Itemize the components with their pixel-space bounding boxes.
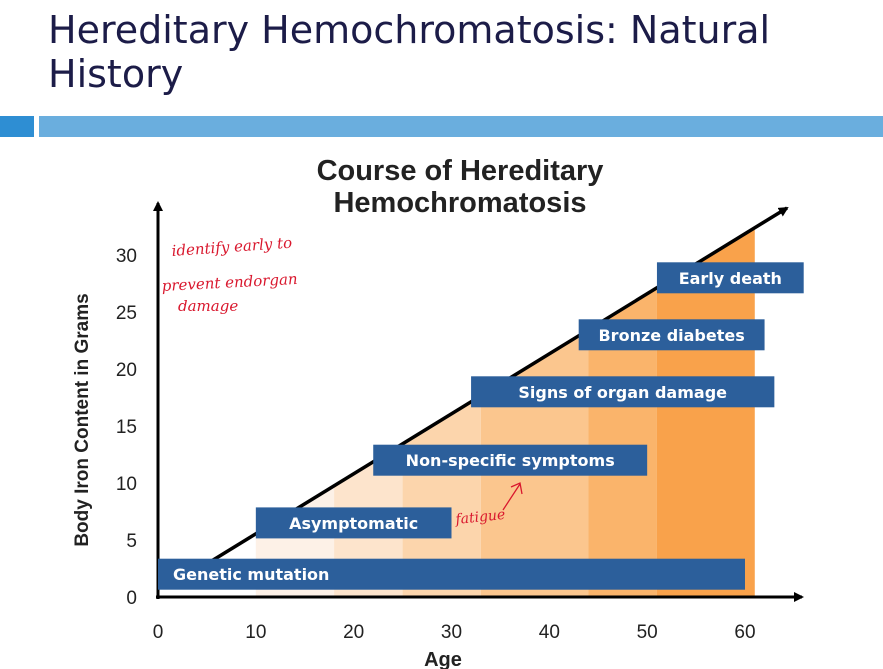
note-line1: identify early to <box>171 234 293 260</box>
x-tick-label: 0 <box>153 622 164 643</box>
stage-box-bg <box>158 558 745 590</box>
stage-label: Early death <box>679 269 782 288</box>
stage-box-bg <box>255 507 452 539</box>
stage-label: Signs of organ damage <box>518 383 727 402</box>
stage-box: Non-specific symptoms <box>373 444 648 476</box>
y-tick-label: 15 <box>116 417 137 438</box>
y-tick-labels: 0 5 10 15 20 25 30 <box>116 246 137 609</box>
x-tick-label: 40 <box>539 622 560 643</box>
slide-title: Hereditary Hemochromatosis: Natural Hist… <box>48 8 771 96</box>
x-tick-labels: 0 10 20 30 40 50 60 <box>153 622 756 643</box>
x-axis-label: Age <box>424 649 462 669</box>
y-tick-label: 5 <box>126 531 137 552</box>
y-tick-label: 20 <box>116 360 137 381</box>
stage-label: Bronze diabetes <box>598 326 744 345</box>
fatigue-text: fatigue <box>454 507 506 528</box>
course-diagram: Course of Hereditary Hemochromatosis 0 5 1… <box>72 155 804 669</box>
stage-box: Signs of organ damage <box>471 376 775 408</box>
y-axis-label: Body Iron Content in Grams <box>72 293 93 546</box>
y-tick-label: 10 <box>116 474 137 495</box>
title-accent-bar-left <box>0 116 34 137</box>
handwritten-note: identify early to prevent endorgan damag… <box>161 234 298 315</box>
title-accent-bar-right <box>39 116 883 137</box>
y-tick-label: 0 <box>126 588 137 609</box>
stage-label: Asymptomatic <box>289 514 418 533</box>
stage-box-bg <box>656 262 804 294</box>
x-tick-label: 30 <box>441 622 462 643</box>
note-line3: damage <box>178 297 238 315</box>
stage-label: Genetic mutation <box>173 565 329 584</box>
y-tick-label: 30 <box>116 246 137 267</box>
diagram-title-line2: Hemochromatosis <box>333 187 586 219</box>
y-tick-label: 25 <box>116 303 137 324</box>
note-line2: prevent endorgan <box>161 270 298 295</box>
x-tick-label: 60 <box>734 622 755 643</box>
stage-label: Non-specific symptoms <box>406 451 615 470</box>
x-tick-label: 20 <box>343 622 364 643</box>
fatigue-arrow <box>502 482 523 511</box>
stage-box: Bronze diabetes <box>578 319 765 351</box>
stage-box: Early death <box>656 262 804 294</box>
stage-box-bg <box>471 376 775 408</box>
stage-box: Genetic mutation <box>158 558 745 590</box>
stage-box-bg <box>578 319 765 351</box>
stage-box-bg <box>373 444 648 476</box>
x-tick-label: 50 <box>637 622 658 643</box>
stage-box: Asymptomatic <box>255 507 452 539</box>
fatigue-annotation: fatigue <box>454 482 523 528</box>
stage-boxes: Genetic mutation Asymptomatic Non-specific… <box>158 262 804 590</box>
x-tick-label: 10 <box>245 622 266 643</box>
diagram-title-line1: Course of Hereditary <box>317 155 604 187</box>
